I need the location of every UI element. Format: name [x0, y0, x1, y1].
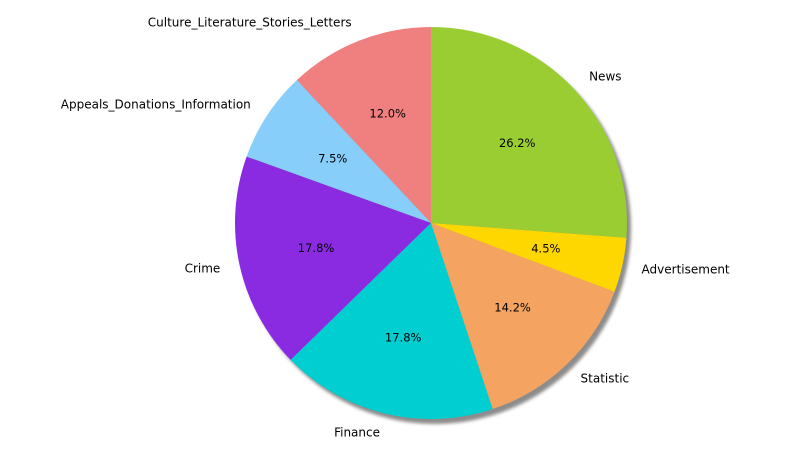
category-label-culture-literature-stories-letters: Culture_Literature_Stories_Letters: [148, 16, 352, 30]
category-label-advertisement: Advertisement: [642, 262, 730, 276]
category-label-appeals-donations-information: Appeals_Donations_Information: [61, 98, 251, 112]
pie-slice-advertisement: [431, 223, 627, 292]
category-label-finance: Finance: [334, 425, 380, 439]
pie-slices: [235, 27, 627, 419]
category-label-statistic: Statistic: [581, 371, 630, 385]
pie-slice-statistic: [431, 223, 615, 410]
pie-slice-crime: [235, 156, 431, 360]
pct-label-advertisement: 4.5%: [531, 241, 560, 255]
pct-label-crime: 17.8%: [298, 241, 335, 255]
pie-slice-culture-literature-stories-letters: [296, 27, 431, 223]
pct-label-finance: 17.8%: [385, 330, 422, 344]
percentage-labels: 12.0% 7.5% 17.8% 17.8% 14.2% 4.5% 26.2%: [298, 107, 561, 345]
pct-label-culture-literature-stories-letters: 12.0%: [369, 107, 406, 121]
pie-slice-news: [431, 27, 627, 238]
pct-label-statistic: 14.2%: [494, 301, 531, 315]
category-label-news: News: [589, 69, 621, 83]
pie-slice-appeals-donations-information: [246, 80, 431, 224]
category-label-crime: Crime: [185, 262, 221, 276]
pct-label-appeals-donations-information: 7.5%: [318, 151, 347, 165]
category-labels: Culture_Literature_Stories_Letters Appeal…: [61, 16, 730, 440]
pct-label-news: 26.2%: [499, 136, 536, 150]
pie-slice-finance: [290, 223, 493, 419]
